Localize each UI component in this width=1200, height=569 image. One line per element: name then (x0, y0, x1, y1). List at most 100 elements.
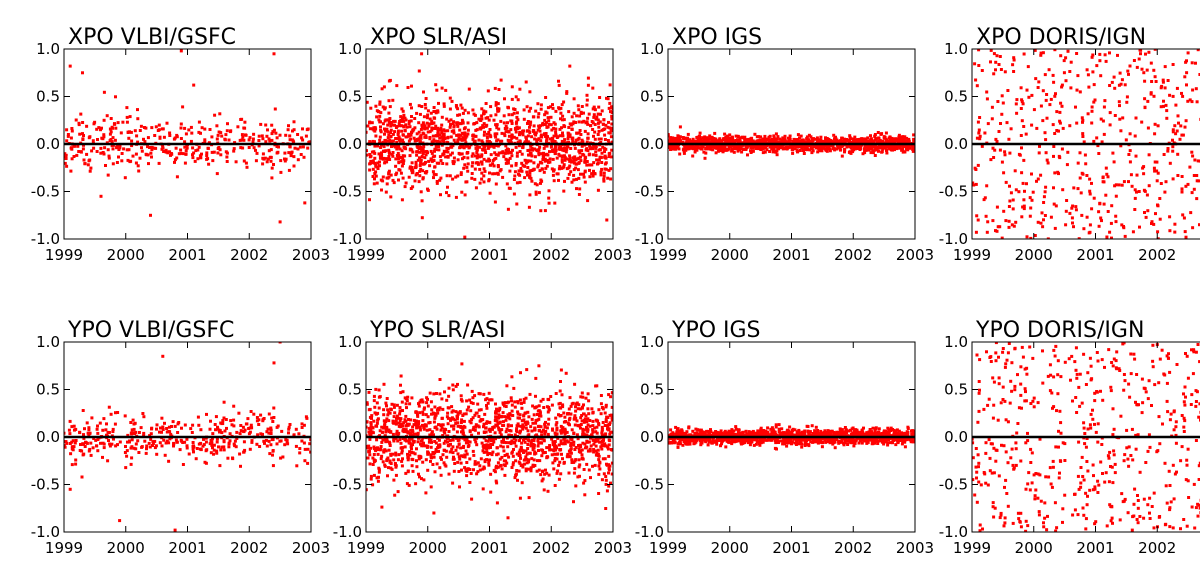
data-point (177, 152, 181, 156)
data-point (563, 138, 567, 142)
data-point (72, 144, 76, 148)
data-point (502, 132, 506, 136)
data-point (597, 408, 601, 412)
data-point (187, 452, 191, 456)
data-point (418, 112, 422, 116)
data-point (432, 172, 436, 176)
data-point (378, 429, 382, 433)
y-tick-label: -0.5 (635, 183, 664, 201)
data-point (455, 122, 459, 126)
data-point (509, 150, 513, 154)
data-point (270, 416, 274, 420)
data-point (493, 172, 497, 176)
data-point (381, 175, 385, 179)
data-point (1004, 219, 1008, 223)
data-point (1071, 204, 1075, 208)
data-point (1015, 98, 1019, 102)
data-point (136, 108, 139, 112)
data-point (417, 130, 421, 134)
data-point (449, 153, 453, 157)
data-point (527, 496, 531, 500)
data-point (242, 430, 246, 434)
data-point (529, 106, 533, 110)
data-point (130, 428, 134, 432)
data-point (385, 157, 388, 161)
data-point (912, 133, 915, 137)
data-point (504, 144, 508, 148)
data-point (392, 458, 396, 462)
data-point (583, 170, 587, 174)
data-point (429, 149, 433, 153)
data-point (271, 130, 275, 134)
data-point (201, 444, 205, 448)
data-point (608, 126, 612, 130)
data-point (204, 440, 208, 444)
data-point (1166, 79, 1170, 82)
data-point (269, 432, 273, 435)
data-point (562, 411, 566, 415)
data-point (1156, 230, 1160, 234)
data-point (420, 52, 424, 56)
data-point (808, 148, 812, 152)
data-point (800, 146, 804, 150)
data-point (848, 134, 852, 138)
data-point (510, 85, 514, 89)
data-point (84, 441, 88, 445)
data-point (187, 128, 191, 132)
data-point (1043, 190, 1047, 194)
data-point (68, 419, 72, 423)
data-points (64, 49, 311, 224)
data-point (592, 161, 596, 165)
data-point (587, 468, 591, 472)
data-point (563, 158, 567, 162)
data-point (561, 457, 564, 461)
data-point (534, 190, 538, 194)
data-point (1155, 169, 1159, 173)
data-point (1040, 211, 1044, 215)
data-point (446, 147, 450, 150)
data-point (1109, 221, 1113, 225)
data-point (154, 125, 158, 129)
data-point (558, 164, 562, 168)
data-point (424, 134, 428, 138)
data-point (1153, 122, 1157, 126)
data-point (572, 158, 576, 162)
data-point (518, 139, 522, 143)
data-point (562, 100, 566, 104)
data-point (233, 439, 237, 443)
data-point (462, 146, 466, 150)
data-point (409, 137, 413, 141)
data-point (534, 192, 538, 196)
data-point (995, 229, 999, 233)
data-point (411, 425, 415, 429)
data-point (298, 451, 302, 455)
data-point (547, 122, 551, 126)
data-point (989, 60, 992, 64)
data-point (736, 149, 740, 153)
data-point (538, 160, 542, 164)
data-point (983, 131, 987, 135)
data-point (430, 432, 434, 436)
data-point (609, 129, 613, 133)
data-point (373, 151, 377, 155)
data-point (1106, 175, 1110, 179)
data-point (134, 152, 138, 156)
data-point (1076, 161, 1080, 165)
data-point (528, 193, 532, 197)
chart-title: XPO IGS (672, 25, 762, 50)
data-point (1178, 137, 1182, 141)
data-point (983, 196, 987, 200)
data-point (1025, 235, 1029, 239)
data-point (424, 171, 428, 175)
data-point (436, 128, 440, 132)
data-point (116, 411, 120, 414)
data-point (118, 519, 122, 523)
data-point (238, 138, 242, 142)
data-point (494, 113, 498, 117)
data-point (213, 423, 217, 426)
data-point (504, 157, 508, 161)
data-point (499, 119, 503, 123)
data-point (225, 129, 229, 133)
y-tick-label: 1.0 (640, 40, 664, 58)
data-point (381, 105, 385, 109)
